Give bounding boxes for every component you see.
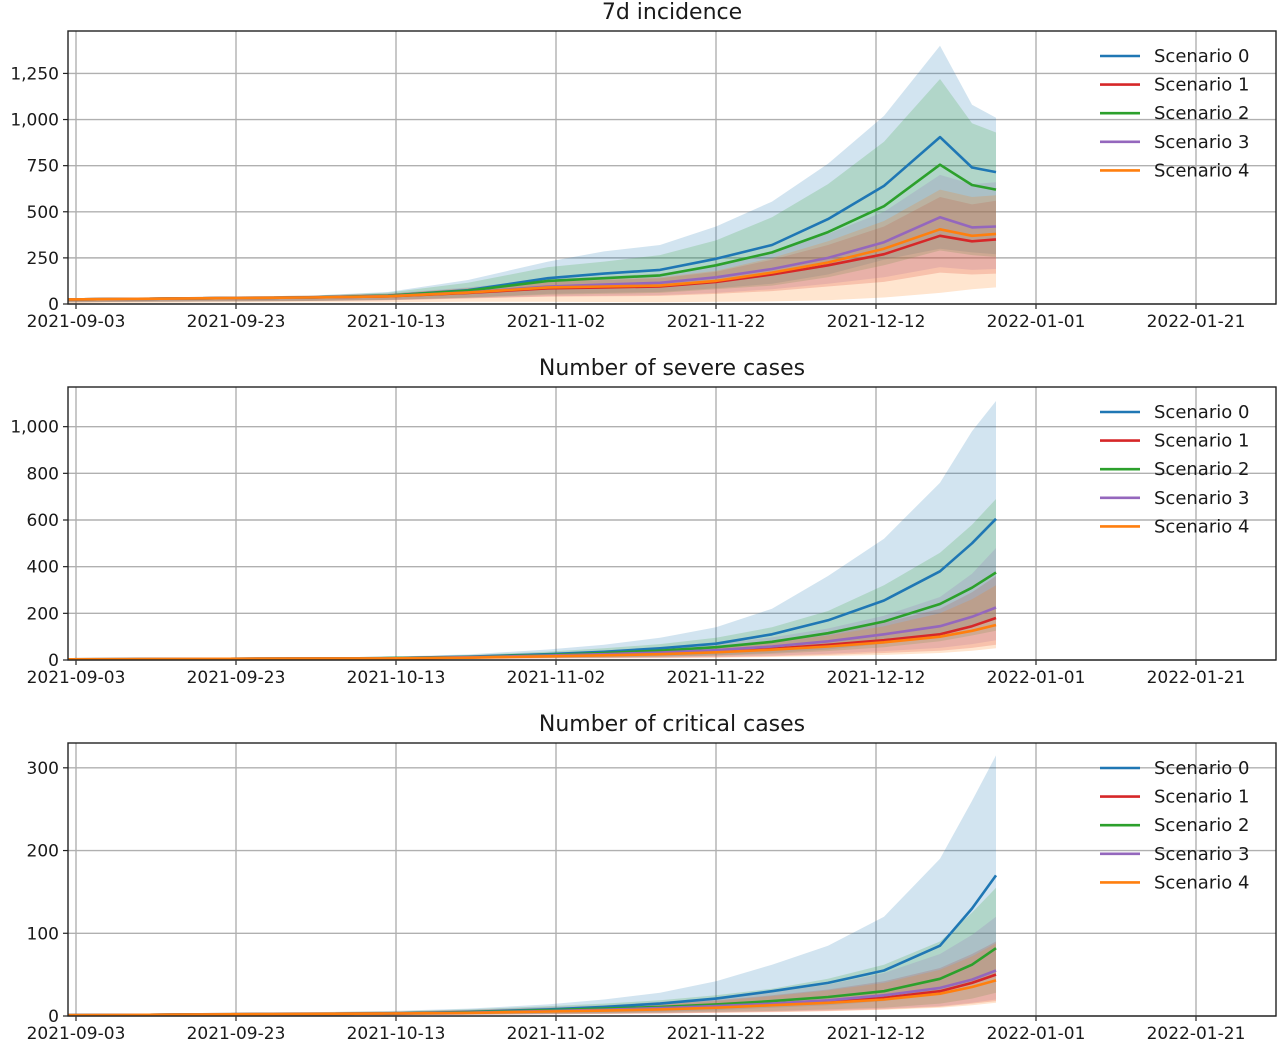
x-tick-label: 2021-09-03 [27, 312, 126, 332]
legend-label: Scenario 2 [1154, 815, 1249, 836]
confidence-band-scenario-0 [68, 401, 996, 660]
confidence-band-scenario-1 [68, 576, 996, 660]
chart-title: Number of critical cases [539, 712, 805, 737]
y-tick-label: 300 [27, 759, 59, 779]
confidence-band-scenario-3 [68, 916, 996, 1016]
y-tick-label: 200 [27, 842, 59, 862]
confidence-band-scenario-0 [68, 45, 996, 303]
legend-label: Scenario 3 [1154, 844, 1249, 865]
legend-label: Scenario 4 [1154, 872, 1249, 893]
legend: Scenario 0 Scenario 1 Scenario 2 Scenario 3… [1100, 758, 1249, 893]
y-tick-label: 800 [27, 464, 59, 484]
confidence-band-scenario-4 [68, 943, 996, 1016]
y-tick-label: 500 [27, 203, 59, 223]
chart-panel-2: Number of severe cases 2021-09-03 2021-09-… [10, 356, 1277, 688]
x-tick-label: 2021-09-23 [187, 668, 286, 688]
legend-label: Scenario 0 [1154, 46, 1249, 67]
legend: Scenario 0 Scenario 1 Scenario 2 Scenario 3… [1100, 402, 1249, 537]
legend-label: Scenario 1 [1154, 431, 1249, 452]
x-tick-label: 2022-01-21 [1147, 312, 1246, 332]
x-tick-label: 2021-11-22 [667, 668, 766, 688]
confidence-band-scenario-2 [68, 887, 996, 1016]
y-tick-label: 100 [27, 924, 59, 944]
x-tick-label: 2021-09-03 [27, 668, 126, 688]
confidence-band-scenario-2 [68, 499, 996, 660]
legend-label: Scenario 3 [1154, 488, 1249, 509]
series-line-scenario-4 [68, 623, 997, 660]
legend-label: Scenario 2 [1154, 459, 1249, 480]
y-tick-label: 200 [27, 604, 59, 624]
y-tick-label: 600 [27, 511, 59, 531]
plot-area [68, 755, 998, 1016]
x-tick-label: 2022-01-21 [1147, 668, 1246, 688]
y-tick-label: 400 [27, 558, 59, 578]
x-tick-label: 2021-12-12 [827, 312, 926, 332]
series-line-scenario-4 [68, 228, 997, 301]
legend-label: Scenario 1 [1154, 75, 1249, 96]
x-tick-label: 2021-09-23 [187, 1024, 286, 1044]
chart-title: Number of severe cases [539, 356, 805, 381]
x-tick-label: 2021-09-23 [187, 312, 286, 332]
charts-root: 7d incidence 2021-09-03 2021-09-23 2021-10-… [10, 0, 1277, 1044]
x-tick-label: 2022-01-01 [987, 668, 1086, 688]
legend-label: Scenario 3 [1154, 132, 1249, 153]
legend-label: Scenario 0 [1154, 402, 1249, 423]
x-tick-label: 2021-10-13 [347, 1024, 446, 1044]
plot-area [68, 45, 997, 304]
confidence-band-scenario-4 [68, 585, 996, 660]
y-tick-label: 1,250 [10, 64, 59, 84]
chart-panel-1: 7d incidence 2021-09-03 2021-09-23 2021-10-… [10, 0, 1277, 332]
x-tick-label: 2021-11-02 [507, 1024, 606, 1044]
y-tick-label: 0 [48, 295, 59, 315]
y-tick-label: 1,000 [10, 111, 59, 131]
x-tick-label: 2022-01-01 [987, 312, 1086, 332]
legend-label: Scenario 1 [1154, 787, 1249, 808]
chart-panel-3: Number of critical cases 2021-09-03 2021-0… [27, 712, 1277, 1044]
y-tick-label: 0 [48, 1007, 59, 1027]
x-tick-label: 2021-12-12 [827, 668, 926, 688]
x-tick-label: 2021-10-13 [347, 668, 446, 688]
y-tick-label: 250 [27, 249, 59, 269]
x-tick-label: 2021-12-12 [827, 1024, 926, 1044]
x-tick-label: 2021-11-22 [667, 1024, 766, 1044]
plot-frame [67, 742, 1277, 1017]
x-tick-label: 2021-09-03 [27, 1024, 126, 1044]
chart-title: 7d incidence [602, 0, 742, 25]
legend-label: Scenario 4 [1154, 160, 1249, 181]
legend: Scenario 0 Scenario 1 Scenario 2 Scenario 3… [1100, 46, 1249, 181]
legend-label: Scenario 2 [1154, 103, 1249, 124]
x-tick-label: 2021-11-22 [667, 312, 766, 332]
legend-label: Scenario 0 [1154, 758, 1249, 779]
plot-frame [67, 30, 1277, 305]
x-tick-label: 2022-01-01 [987, 1024, 1086, 1044]
confidence-band-scenario-1 [68, 941, 996, 1016]
confidence-band-scenario-0 [68, 755, 996, 1016]
y-tick-label: 0 [48, 651, 59, 671]
x-tick-label: 2022-01-21 [1147, 1024, 1246, 1044]
legend-label: Scenario 4 [1154, 516, 1249, 537]
confidence-band-scenario-3 [68, 548, 996, 660]
plot-frame [67, 386, 1277, 661]
y-tick-label: 1,000 [10, 418, 59, 438]
x-tick-label: 2021-10-13 [347, 312, 446, 332]
x-tick-label: 2021-11-02 [507, 312, 606, 332]
plot-area [68, 401, 997, 660]
series-line-scenario-4 [68, 979, 997, 1016]
y-tick-label: 750 [27, 157, 59, 177]
x-tick-label: 2021-11-02 [507, 668, 606, 688]
